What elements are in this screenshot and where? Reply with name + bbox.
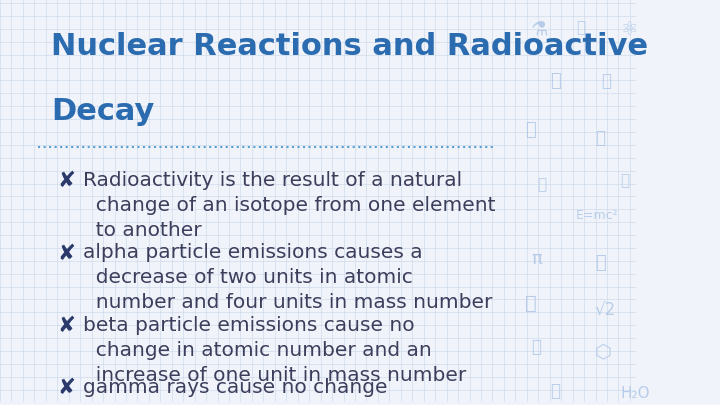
Text: ✘: ✘: [58, 243, 76, 264]
Text: 🧫: 🧫: [550, 72, 561, 90]
Text: √2: √2: [595, 302, 616, 320]
Text: 🌍: 🌍: [525, 121, 536, 139]
Text: gamma rays cause no change: gamma rays cause no change: [83, 378, 387, 397]
Text: π: π: [531, 249, 542, 268]
Text: beta particle emissions cause no
  change in atomic number and an
  increase of : beta particle emissions cause no change …: [83, 316, 466, 385]
Text: ✘: ✘: [58, 171, 76, 191]
Text: Radioactivity is the result of a natural
  change of an isotope from one element: Radioactivity is the result of a natural…: [83, 171, 495, 240]
Text: E=mc²: E=mc²: [576, 209, 618, 222]
Text: Decay: Decay: [51, 97, 154, 126]
Text: 🦠: 🦠: [601, 72, 611, 90]
Text: 🧠: 🧠: [550, 382, 560, 401]
Text: alpha particle emissions causes a
  decrease of two units in atomic
  number and: alpha particle emissions causes a decrea…: [83, 243, 492, 313]
Text: H₂O: H₂O: [621, 386, 650, 401]
Text: ⬡: ⬡: [595, 342, 612, 361]
Text: 🔌: 🔌: [621, 173, 629, 188]
Text: Nuclear Reactions and Radioactive: Nuclear Reactions and Radioactive: [51, 32, 648, 61]
Text: 〜: 〜: [525, 294, 536, 313]
Text: ⚗: ⚗: [531, 20, 549, 39]
Text: 📋: 📋: [595, 254, 606, 272]
Text: 🧍: 🧍: [595, 129, 605, 147]
Text: ✘: ✘: [58, 316, 76, 336]
Text: ⚛: ⚛: [621, 20, 638, 39]
Text: 🧲: 🧲: [531, 338, 541, 356]
Text: 🖩: 🖩: [576, 20, 585, 35]
Text: ✘: ✘: [58, 378, 76, 399]
Text: 🧪: 🧪: [538, 177, 546, 192]
